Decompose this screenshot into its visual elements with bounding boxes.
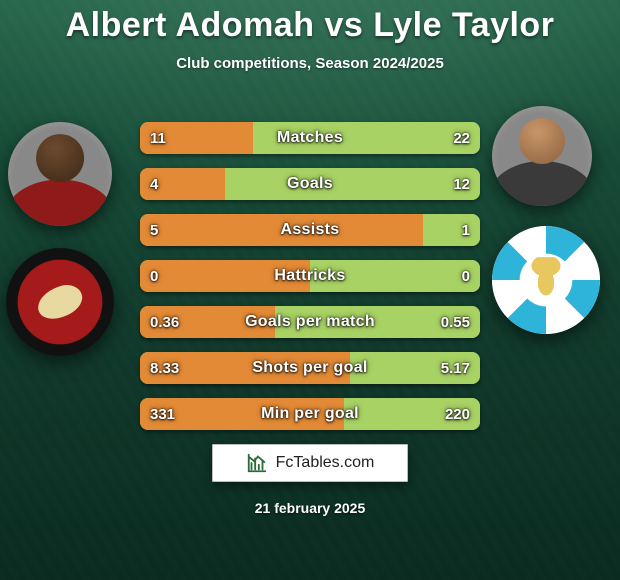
player2-avatar	[492, 106, 592, 206]
player2-club-crest	[492, 226, 600, 334]
footer-date: 21 february 2025	[0, 500, 620, 516]
stat-fill-left	[140, 122, 253, 154]
player2-name: Lyle Taylor	[373, 6, 554, 44]
stat-row: Goals per match0.360.55	[140, 306, 480, 338]
page-title: Albert Adomah vs Lyle Taylor	[0, 0, 620, 45]
stat-fill-right	[225, 168, 480, 200]
stat-fill-left	[140, 306, 275, 338]
stat-row: Assists51	[140, 214, 480, 246]
stat-fill-left	[140, 398, 344, 430]
stat-row: Matches1122	[140, 122, 480, 154]
stat-row: Min per goal331220	[140, 398, 480, 430]
stat-row: Hattricks00	[140, 260, 480, 292]
fctables-logo: FcTables.com	[212, 444, 408, 482]
stat-fill-left	[140, 168, 225, 200]
player1-club-crest	[6, 248, 114, 356]
stat-fill-right	[350, 352, 480, 384]
comparison-bars: Matches1122 Goals412 Assists51 Hattricks00 G…	[140, 122, 480, 430]
stat-fill-left	[140, 352, 350, 384]
stat-row: Shots per goal8.335.17	[140, 352, 480, 384]
stat-fill-right	[310, 260, 480, 292]
page-subtitle: Club competitions, Season 2024/2025	[0, 55, 620, 72]
bar-chart-icon	[246, 452, 268, 474]
stat-fill-left	[140, 260, 310, 292]
vs-separator: vs	[324, 6, 373, 44]
stat-fill-right	[344, 398, 480, 430]
player1-avatar	[8, 122, 112, 226]
stat-fill-right	[423, 214, 480, 246]
stat-row: Goals412	[140, 168, 480, 200]
stat-fill-left	[140, 214, 423, 246]
player1-name: Albert Adomah	[66, 6, 315, 44]
stat-fill-right	[275, 306, 480, 338]
logo-text: FcTables.com	[276, 454, 375, 472]
stat-fill-right	[253, 122, 480, 154]
